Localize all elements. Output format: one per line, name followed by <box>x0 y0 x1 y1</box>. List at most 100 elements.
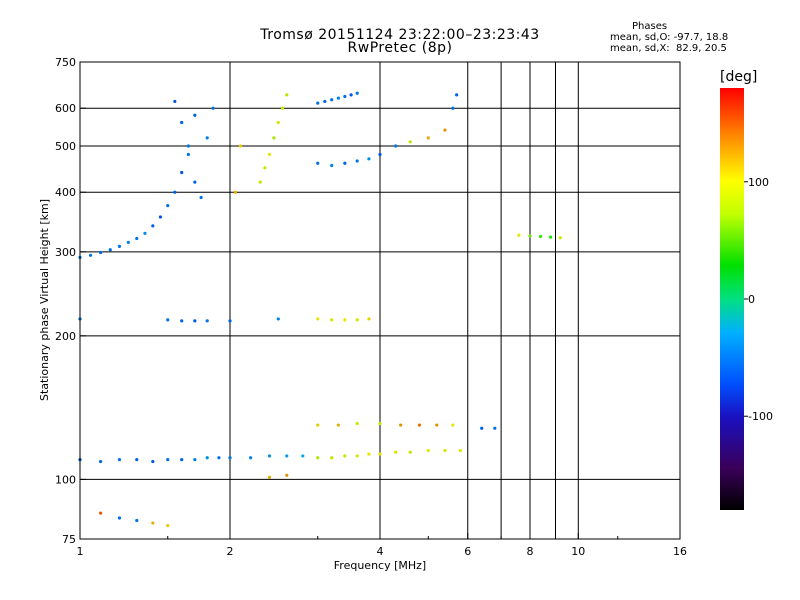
data-point <box>426 448 430 453</box>
data-point <box>301 454 305 458</box>
data-point <box>336 423 340 427</box>
data-point <box>355 421 359 426</box>
data-point <box>517 233 521 237</box>
data-point <box>173 190 177 194</box>
data-point <box>217 456 221 460</box>
phase-colorbar <box>720 88 744 510</box>
data-point <box>558 236 562 240</box>
data-point <box>99 459 103 464</box>
data-point <box>249 456 253 460</box>
data-point <box>135 236 139 241</box>
data-point <box>330 163 334 168</box>
data-point <box>316 317 320 321</box>
data-point <box>186 152 190 157</box>
data-point <box>528 234 532 238</box>
data-point <box>166 524 170 528</box>
data-point <box>455 93 459 97</box>
data-point <box>378 452 382 456</box>
data-point <box>180 319 184 323</box>
data-points <box>78 91 562 528</box>
data-point <box>451 106 455 110</box>
data-point <box>238 144 243 148</box>
data-point <box>186 144 190 148</box>
data-point <box>367 452 371 456</box>
data-point <box>355 159 359 163</box>
x-tick-label: 2 <box>227 545 234 558</box>
data-point <box>480 426 484 430</box>
data-point <box>193 319 197 323</box>
data-point <box>117 516 122 520</box>
data-point <box>435 423 439 427</box>
data-point <box>549 235 553 239</box>
data-point <box>343 161 347 165</box>
data-point <box>166 458 170 462</box>
data-point <box>285 473 289 477</box>
chart-title: Tromsø 20151124 23:22:00–23:23:43 <box>260 27 540 43</box>
x-tick-label: 8 <box>527 545 534 558</box>
y-tick-label: 500 <box>55 140 76 153</box>
data-point <box>151 224 155 228</box>
colorbar-tick-label: 100 <box>748 176 769 189</box>
data-point <box>180 170 184 175</box>
y-tick-label: 300 <box>55 246 76 259</box>
data-point <box>349 93 353 97</box>
data-point <box>99 250 103 255</box>
data-point <box>443 128 447 132</box>
x-tick-label: 16 <box>673 545 687 558</box>
data-point <box>316 161 320 165</box>
data-point <box>211 106 215 110</box>
data-point <box>267 475 272 479</box>
data-point <box>143 231 147 235</box>
data-point <box>233 190 237 194</box>
data-point <box>367 317 371 321</box>
data-point <box>316 423 320 427</box>
data-point <box>493 426 497 430</box>
data-point <box>193 458 197 462</box>
data-point <box>285 454 289 458</box>
phases-o-stats: mean, sd,O: -97.7, 18.8 <box>610 32 729 43</box>
phases-title: Phases <box>632 21 668 32</box>
y-tick-label: 600 <box>55 102 76 115</box>
data-point <box>343 318 347 322</box>
data-point <box>408 450 412 454</box>
data-point <box>180 120 184 125</box>
x-tick-label: 4 <box>377 545 384 558</box>
data-point <box>399 423 403 427</box>
data-point <box>272 136 276 140</box>
chart-subtitle: RwPretec (8p) <box>347 40 453 56</box>
data-point <box>166 318 170 322</box>
data-point <box>330 318 334 322</box>
data-point <box>330 456 334 460</box>
data-point <box>117 458 122 462</box>
data-point <box>193 113 197 117</box>
data-point <box>180 458 184 462</box>
data-point <box>408 140 412 144</box>
colorbar-tick-label: 0 <box>748 293 755 306</box>
data-point <box>443 448 447 453</box>
data-point <box>355 91 359 95</box>
phases-x-stats: mean, sd,X: 82.9, 20.5 <box>610 43 727 54</box>
data-point <box>117 244 122 248</box>
data-point <box>343 94 347 99</box>
colorbar-tick-label: -100 <box>748 410 773 423</box>
data-point <box>276 120 280 125</box>
y-axis-label: Stationary phase Virtual Height [km] <box>38 199 51 401</box>
data-point <box>158 215 163 219</box>
data-point <box>355 318 359 322</box>
data-point <box>336 96 340 100</box>
data-point <box>316 101 320 105</box>
data-point <box>394 450 398 454</box>
y-tick-label: 750 <box>55 56 76 69</box>
data-point <box>228 456 232 460</box>
data-point <box>199 195 203 200</box>
data-point <box>205 136 209 140</box>
data-point <box>343 454 347 458</box>
x-axis-label: Frequency [MHz] <box>334 559 426 572</box>
data-point <box>205 456 209 460</box>
y-tick-label: 100 <box>55 473 76 486</box>
data-point <box>173 99 177 104</box>
data-point <box>205 319 209 323</box>
y-tick-label: 400 <box>55 186 76 199</box>
data-point <box>135 518 139 523</box>
